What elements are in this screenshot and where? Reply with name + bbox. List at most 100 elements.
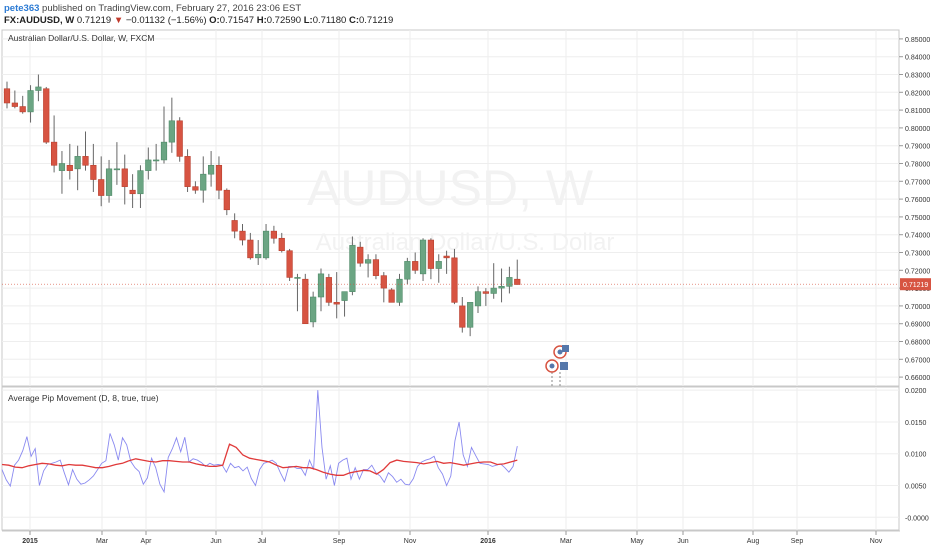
main-pane[interactable] — [1, 29, 900, 387]
candle — [208, 151, 215, 187]
candle-body — [74, 156, 81, 170]
candle — [310, 291, 317, 328]
candle-body — [459, 305, 466, 328]
price-tick-label: 0.79000 — [905, 144, 930, 151]
candle — [467, 302, 474, 337]
price-tick-label: 0.82000 — [905, 90, 930, 97]
price-tick-label: 0.73000 — [905, 251, 930, 258]
candle-body — [467, 302, 474, 328]
time-axis[interactable]: 2015 Mar Apr Jun Jul Sep Nov 2016 Mar May Jun Aug Se… — [22, 531, 883, 545]
candle — [459, 297, 466, 333]
candle-body — [184, 156, 191, 187]
candle-body — [325, 277, 332, 303]
candle — [129, 174, 136, 208]
candle-body — [239, 230, 246, 241]
candle-body — [514, 278, 521, 285]
candle — [66, 143, 73, 180]
indicator-tick-label: 0.0100 — [905, 452, 927, 459]
symbol-ohlc-line: FX:AUDUSD, W 0.71219 ▼ −0.01132 (−1.56%)… — [4, 15, 393, 26]
candle — [90, 143, 97, 192]
candle-body — [113, 168, 120, 171]
time-tick-label: Jul — [258, 538, 267, 545]
candle-body — [3, 88, 11, 104]
candle-body — [58, 163, 66, 171]
candle-body — [388, 289, 395, 303]
candle-body — [168, 120, 175, 143]
candle-body — [474, 291, 482, 307]
candle — [364, 254, 372, 278]
candle — [105, 159, 113, 203]
candle — [145, 147, 152, 180]
candle — [396, 273, 403, 306]
indicator-tick-label: 0.0150 — [905, 420, 927, 427]
candle — [74, 145, 81, 191]
candle — [270, 225, 278, 244]
candle-body — [98, 179, 105, 196]
price-tag — [900, 278, 931, 291]
candle — [113, 142, 120, 185]
candle-body — [490, 287, 497, 294]
candle-body — [396, 278, 403, 303]
candle — [514, 259, 521, 285]
candle-body — [231, 220, 238, 232]
indicator-tick-label: -0.0000 — [905, 515, 929, 522]
candle-body — [11, 102, 18, 107]
candle-body — [66, 164, 73, 171]
price-tick-label: 0.80000 — [905, 126, 930, 133]
candle-body — [506, 277, 513, 287]
candle — [435, 254, 442, 283]
high-label: H: — [256, 15, 267, 26]
symbol-label: FX:AUDUSD, W — [4, 15, 75, 26]
price-tick-label: 0.69000 — [905, 322, 930, 329]
candle — [35, 74, 42, 102]
candle — [43, 86, 50, 144]
candle-body — [270, 230, 278, 239]
candle-body — [90, 164, 97, 180]
candle — [247, 232, 254, 260]
indicator-legend[interactable]: Average Pip Movement (D, 8, true, true) — [8, 393, 159, 403]
main-grid — [2, 30, 899, 386]
candle — [231, 213, 238, 239]
candle-body — [82, 156, 89, 166]
indicator-axis[interactable]: -0.0000 0.0050 0.0100 0.0150 0.0200 — [905, 388, 929, 522]
price-tick-label: 0.83000 — [905, 73, 930, 80]
candle-body — [35, 86, 42, 91]
candles — [3, 74, 521, 337]
candle-body — [247, 239, 254, 259]
candle — [11, 90, 18, 109]
candle-body — [43, 88, 50, 143]
candle — [239, 224, 246, 246]
author-link[interactable]: pete363 — [4, 3, 40, 14]
candle — [223, 188, 230, 216]
candle — [333, 272, 340, 319]
candle — [349, 236, 356, 296]
candle — [357, 241, 364, 267]
candle — [286, 248, 293, 281]
candle-body — [341, 291, 348, 301]
event-flag-icon[interactable] — [560, 362, 568, 370]
time-tick-label: 2016 — [480, 538, 496, 545]
candle-body — [192, 186, 199, 191]
main-legend[interactable]: Australian Dollar/U.S. Dollar, W, FXCM — [8, 33, 154, 43]
event-flag-dot-icon — [549, 363, 555, 369]
price-tick-label: 0.66000 — [905, 375, 930, 382]
high-value: 0.72590 — [266, 15, 302, 26]
candle-body — [419, 239, 427, 275]
candle — [137, 165, 144, 208]
candle-body — [317, 273, 325, 298]
watermark-symbol: AUDUSD, W — [307, 160, 594, 216]
candle-body — [286, 250, 293, 278]
candle — [58, 151, 66, 194]
price-axis[interactable]: 0.660000.670000.680000.690000.700000.710… — [2, 37, 931, 382]
candle-body — [262, 230, 270, 259]
candle-body — [364, 259, 372, 264]
candle-body — [121, 168, 128, 187]
close-value: 0.71219 — [359, 15, 394, 26]
candle — [404, 257, 411, 285]
event-flag-icon[interactable] — [562, 345, 569, 352]
publish-info: pete363 published on TradingView.com, Fe… — [4, 3, 301, 14]
time-tick-label: Sep — [791, 538, 804, 545]
candle — [278, 232, 285, 253]
indicator-lines — [1, 390, 518, 494]
